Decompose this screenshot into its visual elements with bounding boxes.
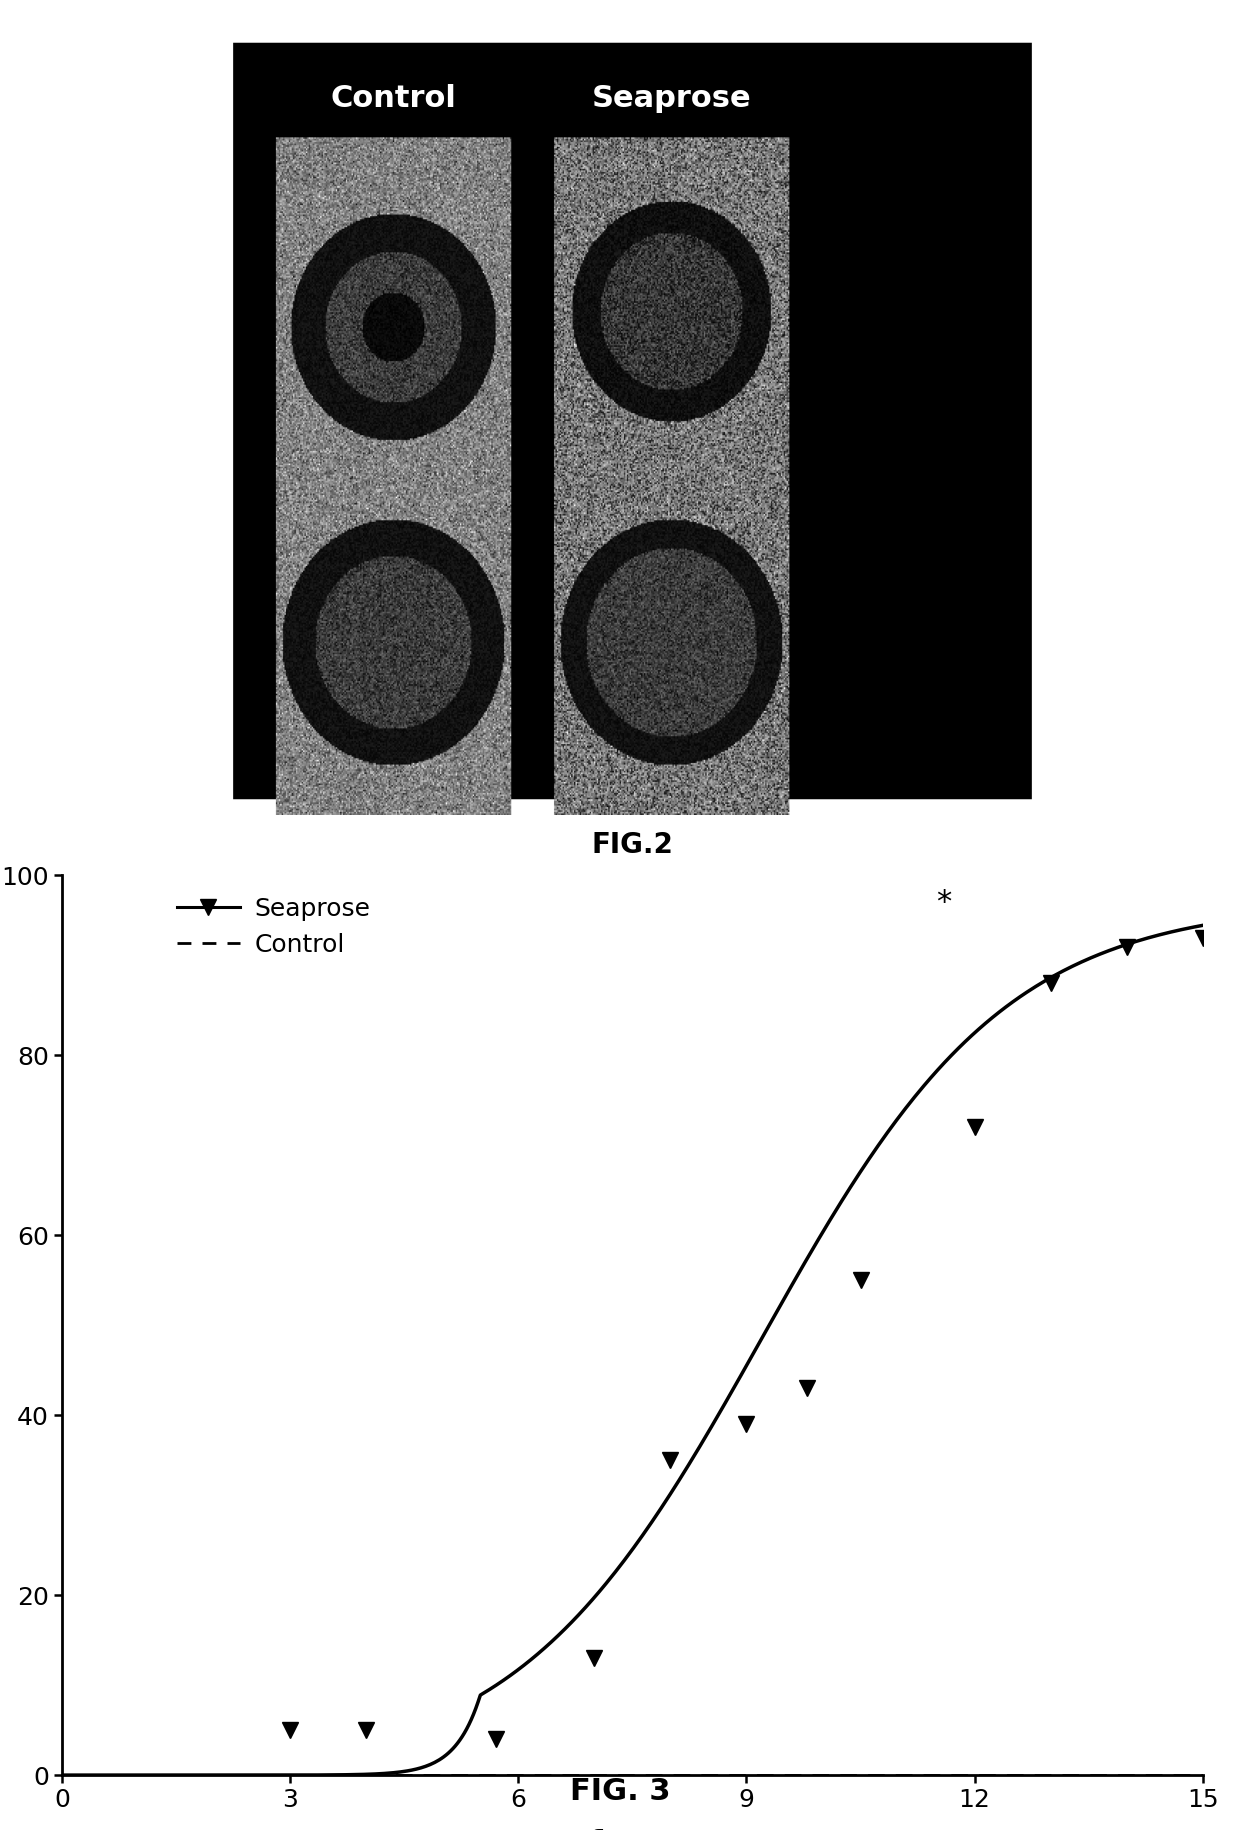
Text: Control: Control xyxy=(331,84,456,113)
Text: FIG.2: FIG.2 xyxy=(591,831,673,858)
Text: Seaprose: Seaprose xyxy=(591,84,751,113)
Text: FIG. 3: FIG. 3 xyxy=(569,1777,671,1806)
Text: *: * xyxy=(936,888,952,917)
Legend: Seaprose, Control: Seaprose, Control xyxy=(177,897,371,957)
